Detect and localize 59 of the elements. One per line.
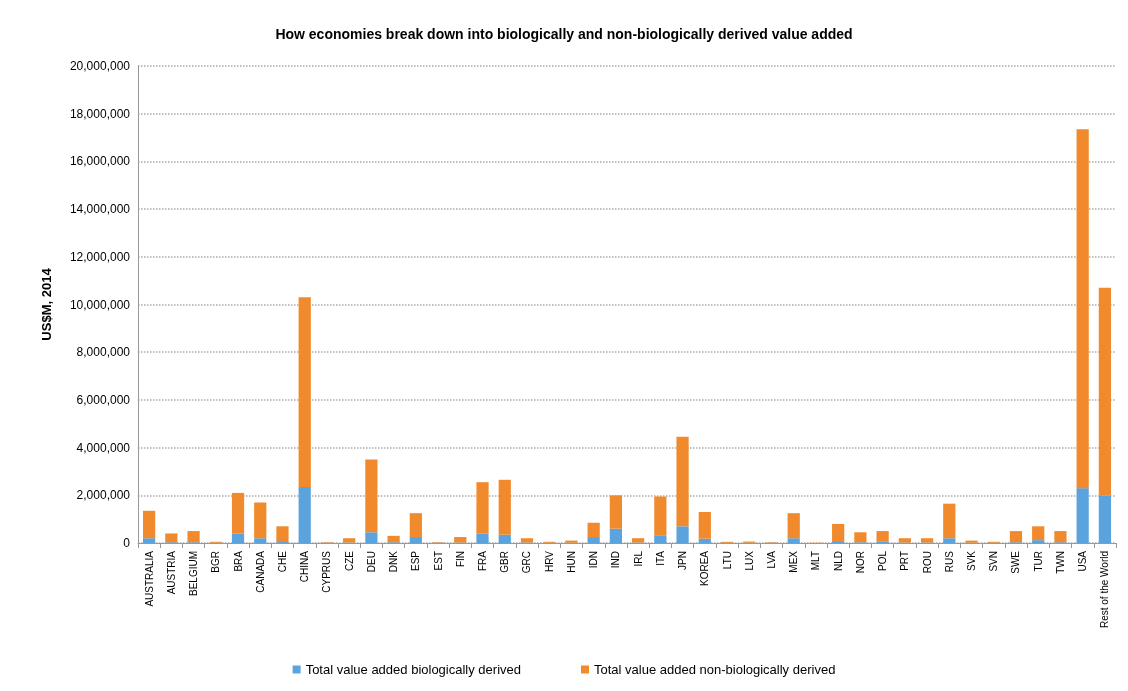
x-tick-label: LUX xyxy=(743,550,755,571)
x-tick-label: HRV xyxy=(543,550,555,572)
x-tick-label: HUN xyxy=(565,551,577,573)
x-tick-label: NOR xyxy=(854,551,866,574)
x-tick-label: TUR xyxy=(1032,551,1044,572)
y-axis-title: US$M, 2014 xyxy=(39,267,54,341)
x-tick-label: TWN xyxy=(1054,551,1066,574)
legend-label: Total value added non-biologically derived xyxy=(593,662,836,677)
x-tick-label: ITA xyxy=(654,550,666,566)
x-tick-label: FIN xyxy=(454,551,466,568)
x-tick-label: KOREA xyxy=(699,550,711,587)
y-tick-label: 4,000,000 xyxy=(76,440,131,455)
x-tick-label: IRL xyxy=(632,550,644,567)
x-tick-label: CHINA xyxy=(299,550,311,583)
y-tick-label: 14,000,000 xyxy=(69,202,131,217)
x-tick-label: RUS xyxy=(943,550,955,573)
x-tick-label: LTU xyxy=(721,551,733,570)
x-tick-label: AUSTRALIA xyxy=(143,550,155,607)
y-tick-label: 2,000,000 xyxy=(76,488,131,503)
x-tick-label: LVA xyxy=(765,550,777,569)
y-tick-label: 12,000,000 xyxy=(69,249,131,264)
x-tick-label: JPN xyxy=(677,551,689,570)
y-tick-label: 6,000,000 xyxy=(76,392,131,407)
chart-title: How economies break down into biologically and non-biologically derived value added xyxy=(275,26,853,42)
x-tick-label: BELGIUM xyxy=(188,551,200,597)
y-tick-label: 20,000,000 xyxy=(69,59,131,73)
x-tick-label: USA xyxy=(1077,550,1089,572)
y-tick-label: 8,000,000 xyxy=(76,345,131,360)
x-tick-label: ESP xyxy=(410,550,422,572)
y-tick-label: 16,000,000 xyxy=(69,154,131,169)
x-tick-label: SVK xyxy=(966,550,978,572)
x-tick-label: PRT xyxy=(899,551,911,571)
y-tick-label: 0 xyxy=(123,536,131,550)
x-tick-label: EST xyxy=(432,551,444,571)
x-tick-label: SVN xyxy=(988,551,1000,572)
x-tick-label: DEU xyxy=(365,551,377,573)
x-tick-label: CHE xyxy=(276,550,288,573)
x-tick-label: Rest of the World xyxy=(1099,551,1111,629)
x-tick-label: SWE xyxy=(1010,550,1022,574)
x-tick-label: BRA xyxy=(232,550,244,572)
legend-label: Total value added biologically derived xyxy=(305,662,521,677)
x-tick-label: NLD xyxy=(832,551,844,572)
x-tick-label: BGR xyxy=(210,551,222,573)
x-tick-label: AUSTRIA xyxy=(165,550,177,595)
x-tick-label: ROU xyxy=(921,551,933,574)
x-tick-label: DNK xyxy=(388,550,400,573)
x-tick-label: IND xyxy=(610,551,622,569)
x-tick-label: GRC xyxy=(521,551,533,574)
x-tick-label: CANADA xyxy=(254,550,266,593)
x-tick-label: CYPRUS xyxy=(321,550,333,593)
x-tick-label: MEX xyxy=(788,550,800,573)
x-tick-label: GBR xyxy=(499,551,511,573)
y-tick-label: 18,000,000 xyxy=(69,106,131,121)
x-tick-label: FRA xyxy=(477,550,489,571)
x-tick-label: CZE xyxy=(343,550,355,571)
y-tick-label: 10,000,000 xyxy=(69,297,131,312)
x-tick-label: IDN xyxy=(588,551,600,569)
x-tick-label: POL xyxy=(877,550,889,572)
x-tick-label: MLT xyxy=(810,551,822,571)
